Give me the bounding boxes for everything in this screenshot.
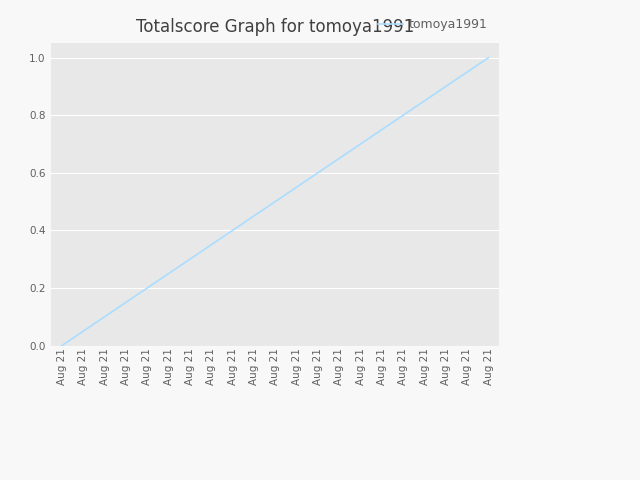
Title: Totalscore Graph for tomoya1991: Totalscore Graph for tomoya1991 bbox=[136, 18, 414, 36]
tomoya1991 bbox=[463, 69, 471, 75]
Legend: tomoya1991: tomoya1991 bbox=[373, 13, 493, 36]
tomoya1991 bbox=[314, 170, 322, 176]
tomoya1991 bbox=[356, 141, 364, 147]
tomoya1991 bbox=[271, 199, 279, 204]
Line: tomoya1991: tomoya1991 bbox=[62, 58, 488, 346]
tomoya1991 bbox=[186, 256, 194, 262]
tomoya1991 bbox=[58, 343, 66, 348]
tomoya1991 bbox=[207, 242, 215, 248]
tomoya1991 bbox=[292, 184, 300, 190]
tomoya1991 bbox=[442, 84, 450, 89]
tomoya1991 bbox=[484, 55, 492, 60]
tomoya1991 bbox=[420, 98, 428, 104]
tomoya1991 bbox=[79, 328, 87, 334]
tomoya1991 bbox=[250, 213, 258, 219]
tomoya1991 bbox=[122, 300, 130, 305]
tomoya1991 bbox=[399, 112, 407, 118]
tomoya1991 bbox=[335, 156, 343, 161]
tomoya1991 bbox=[228, 228, 236, 233]
tomoya1991 bbox=[164, 271, 172, 276]
tomoya1991 bbox=[100, 314, 108, 320]
tomoya1991 bbox=[378, 127, 386, 132]
tomoya1991 bbox=[143, 285, 151, 291]
